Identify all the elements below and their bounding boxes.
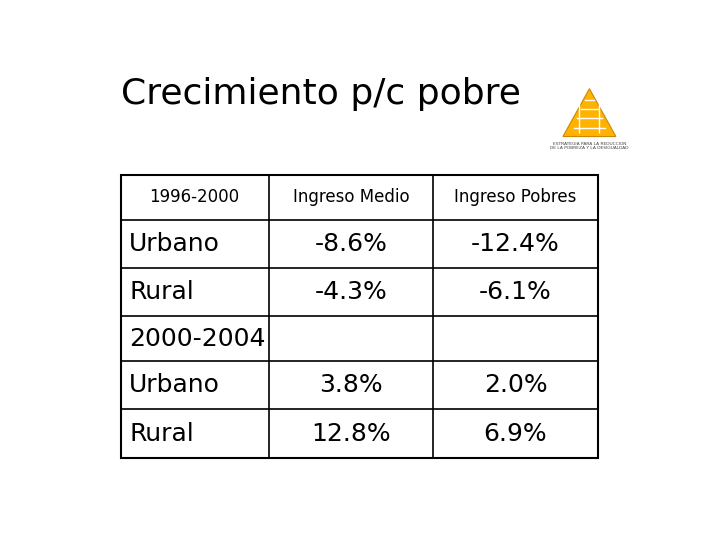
Text: Ingreso Medio: Ingreso Medio (292, 188, 409, 206)
Text: Rural: Rural (129, 422, 194, 446)
Text: -12.4%: -12.4% (471, 232, 560, 256)
Text: Crecimiento p/c pobre: Crecimiento p/c pobre (121, 77, 521, 111)
Text: 12.8%: 12.8% (311, 422, 391, 446)
Text: 2.0%: 2.0% (484, 373, 547, 397)
Text: 1996-2000: 1996-2000 (150, 188, 240, 206)
Text: 2000-2004: 2000-2004 (129, 327, 266, 351)
Text: Ingreso Pobres: Ingreso Pobres (454, 188, 577, 206)
Text: Urbano: Urbano (129, 232, 220, 256)
Text: Rural: Rural (129, 280, 194, 304)
Polygon shape (563, 89, 616, 137)
Text: -6.1%: -6.1% (479, 280, 552, 304)
Text: Urbano: Urbano (129, 373, 220, 397)
Text: -4.3%: -4.3% (315, 280, 387, 304)
Text: -8.6%: -8.6% (315, 232, 387, 256)
Bar (121, 175, 598, 458)
Text: 6.9%: 6.9% (484, 422, 547, 446)
Text: ESTRATEGIA PARA LA REDUCCION
DE LA POBREZA Y LA DESIGUALDAD: ESTRATEGIA PARA LA REDUCCION DE LA POBRE… (550, 141, 629, 150)
Text: 3.8%: 3.8% (319, 373, 382, 397)
